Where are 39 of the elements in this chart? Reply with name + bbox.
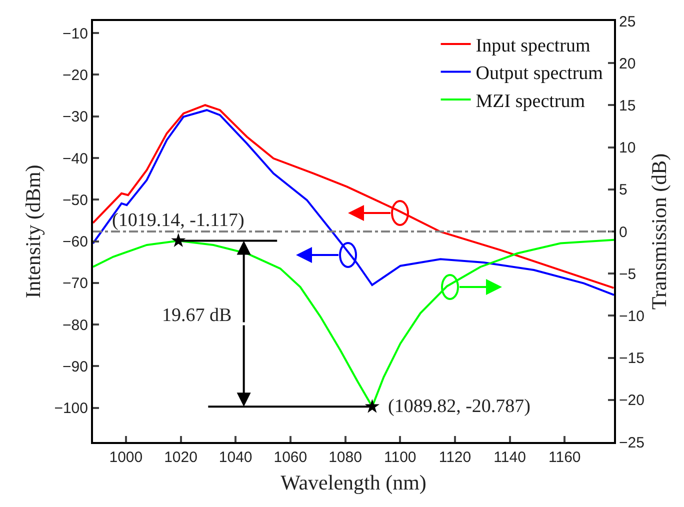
y2-tick-label: 5 <box>619 182 628 199</box>
y-tick-label: −80 <box>62 316 88 334</box>
x-tick-label: 1140 <box>494 449 526 466</box>
y-tick-label: −40 <box>62 150 88 168</box>
y2-tick-label: 15 <box>619 97 636 114</box>
y-tick-label: −100 <box>54 400 88 418</box>
x-tick-label: 1160 <box>548 449 581 466</box>
x-tick-label: 1080 <box>328 449 362 466</box>
y-tick-label: −60 <box>62 234 88 251</box>
y2-tick-label: 10 <box>619 140 636 157</box>
y2-tick-label: −10 <box>619 308 644 325</box>
y-tick-label: −30 <box>62 108 88 126</box>
y2-tick-label: 0 <box>619 224 628 241</box>
y-tick-label: −90 <box>62 358 88 376</box>
x-tick-label: 1120 <box>438 449 472 466</box>
x-tick-label: 1040 <box>218 449 252 466</box>
y2-tick-label: 25 <box>619 13 636 30</box>
x-tick-label: 1000 <box>109 449 143 466</box>
y2-tick-label: −25 <box>619 434 644 452</box>
legend-label: Output spectrum <box>476 63 604 84</box>
y2-axis-title: Transmission (dB) <box>647 153 672 310</box>
y2-tick-label: −20 <box>619 392 644 410</box>
y-axis-title: Intensity (dBm) <box>20 164 45 298</box>
legend-label: MZI spectrum <box>476 90 586 112</box>
y2-tick-label: −5 <box>619 266 636 283</box>
annotation: (1089.82, -20.787) <box>388 396 530 417</box>
annotation: (1019.14, -1.117) <box>112 210 244 231</box>
legend-label: Input spectrum <box>476 35 591 56</box>
y-tick-label: −10 <box>62 25 88 42</box>
x-tick-label: 1020 <box>164 449 198 466</box>
annotation: 19.67 dB <box>162 305 232 326</box>
y2-tick-label: −15 <box>619 350 644 368</box>
x-tick-label: 1060 <box>274 449 308 466</box>
y-tick-label: −70 <box>62 275 88 292</box>
y-tick-label: −50 <box>62 192 88 209</box>
x-axis-title: Wavelength (nm) <box>280 470 426 495</box>
y2-tick-label: 20 <box>619 55 636 72</box>
x-tick-label: 1100 <box>384 449 416 466</box>
y-tick-label: −20 <box>62 66 88 84</box>
